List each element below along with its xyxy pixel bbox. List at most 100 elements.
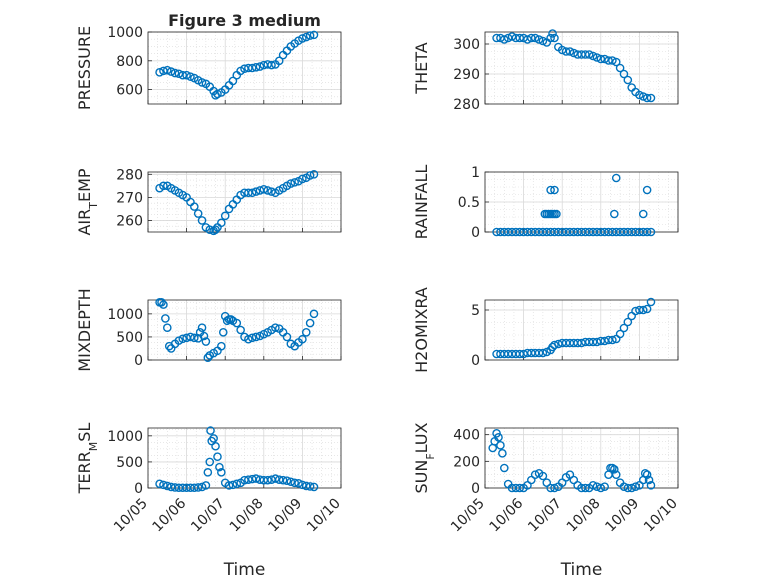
data-point xyxy=(217,341,226,351)
y-tick-label: 300 xyxy=(453,37,480,53)
data-point xyxy=(228,200,238,209)
data-point xyxy=(611,470,621,479)
x-tick-label: 10/10 xyxy=(641,496,681,536)
data-point xyxy=(301,328,311,337)
subplot-mixdepth: 0 500 1000 MIXDEPTH xyxy=(75,288,342,372)
data-point xyxy=(538,471,548,481)
data-point xyxy=(538,348,548,358)
data-point xyxy=(290,478,299,488)
y-axis-label: TERRMSL xyxy=(75,423,100,495)
data-point xyxy=(644,475,654,485)
subplot-air-temp: 260 270 280 AIRTEMP xyxy=(75,167,342,236)
data-point xyxy=(646,93,656,103)
data-point xyxy=(646,297,656,307)
grid xyxy=(147,172,342,233)
data-point xyxy=(157,298,166,307)
data-point xyxy=(631,482,640,491)
data-point xyxy=(492,33,501,43)
data-point xyxy=(201,337,211,346)
data-point xyxy=(494,433,503,442)
data-point xyxy=(611,173,621,183)
data-point xyxy=(271,474,280,483)
subplot-h2omixra: 0 5 H2OMIXRA xyxy=(412,287,679,373)
y-axis-label: AIRTEMP xyxy=(75,168,100,235)
subplot-pressure: 600 800 1000 PRESSURE Figure 3 medium xyxy=(75,11,342,110)
data-point xyxy=(550,483,559,493)
data-point xyxy=(530,470,540,479)
data-point xyxy=(267,60,276,70)
data-point xyxy=(646,481,656,490)
y-tick-label: 400 xyxy=(453,428,480,444)
data-point xyxy=(178,70,188,80)
y-axis-label: SUNFLUX xyxy=(412,422,437,493)
grid xyxy=(484,32,679,105)
y-tick-label: 270 xyxy=(116,190,143,206)
data-point xyxy=(203,468,213,477)
y-tick-label: 600 xyxy=(116,83,143,99)
data-point xyxy=(627,483,636,493)
data-point xyxy=(309,170,319,179)
data-point xyxy=(263,475,272,485)
x-tick-label: 10/07 xyxy=(188,496,228,536)
y-tick-label: 1000 xyxy=(107,25,143,41)
data-point xyxy=(523,35,532,44)
data-point xyxy=(305,31,315,40)
data-point xyxy=(619,482,629,491)
data-point xyxy=(205,457,215,467)
data-point xyxy=(199,331,209,341)
x-tick-label: 10/10 xyxy=(304,496,344,536)
data-point xyxy=(619,69,629,79)
data-point xyxy=(162,65,172,75)
data-point xyxy=(290,178,299,187)
y-axis-label: THETA xyxy=(412,42,431,94)
data-point xyxy=(642,227,652,237)
data-point xyxy=(615,329,625,339)
y-tick-label: 200 xyxy=(453,454,480,470)
data-point xyxy=(232,479,242,489)
data-point xyxy=(646,227,656,237)
data-point xyxy=(162,481,172,491)
data-point xyxy=(530,33,540,43)
data-point xyxy=(515,33,525,43)
data-point xyxy=(496,441,505,450)
data-point xyxy=(623,75,633,85)
data-point xyxy=(527,33,536,43)
x-tick-label: 10/09 xyxy=(265,496,305,536)
x-tick-label: 10/09 xyxy=(602,496,642,536)
data-point xyxy=(305,482,315,491)
y-tick-label: 800 xyxy=(116,54,143,70)
data-point xyxy=(546,33,555,43)
data-point xyxy=(211,441,220,451)
data-point xyxy=(569,48,579,58)
y-tick-label: 280 xyxy=(116,167,143,183)
data-point xyxy=(584,50,594,59)
data-point xyxy=(178,334,188,344)
x-tick-label: 10/07 xyxy=(525,496,565,536)
y-tick-label: 280 xyxy=(453,97,480,113)
data-point xyxy=(218,328,228,337)
data-point xyxy=(623,483,633,493)
data-point xyxy=(588,481,598,490)
data-point xyxy=(201,481,211,490)
data-point xyxy=(170,68,180,78)
data-point xyxy=(550,33,559,43)
data-point xyxy=(615,63,625,73)
y-tick-label: 260 xyxy=(116,213,143,229)
data-point xyxy=(282,332,292,342)
y-axis-label: H2OMIXRA xyxy=(412,287,431,373)
x-tick-label: 10/06 xyxy=(487,495,527,535)
data-point xyxy=(550,185,559,195)
data-point xyxy=(197,482,207,492)
y-tick-label: 1000 xyxy=(107,307,143,323)
data-point xyxy=(190,202,199,211)
data-point xyxy=(222,316,232,326)
data-point xyxy=(619,323,629,333)
data-point xyxy=(161,314,170,323)
data-point xyxy=(159,181,168,191)
data-point xyxy=(610,465,619,474)
data-point xyxy=(236,325,245,335)
data-point xyxy=(282,476,292,485)
data-point xyxy=(608,335,617,345)
data-point xyxy=(197,78,207,87)
